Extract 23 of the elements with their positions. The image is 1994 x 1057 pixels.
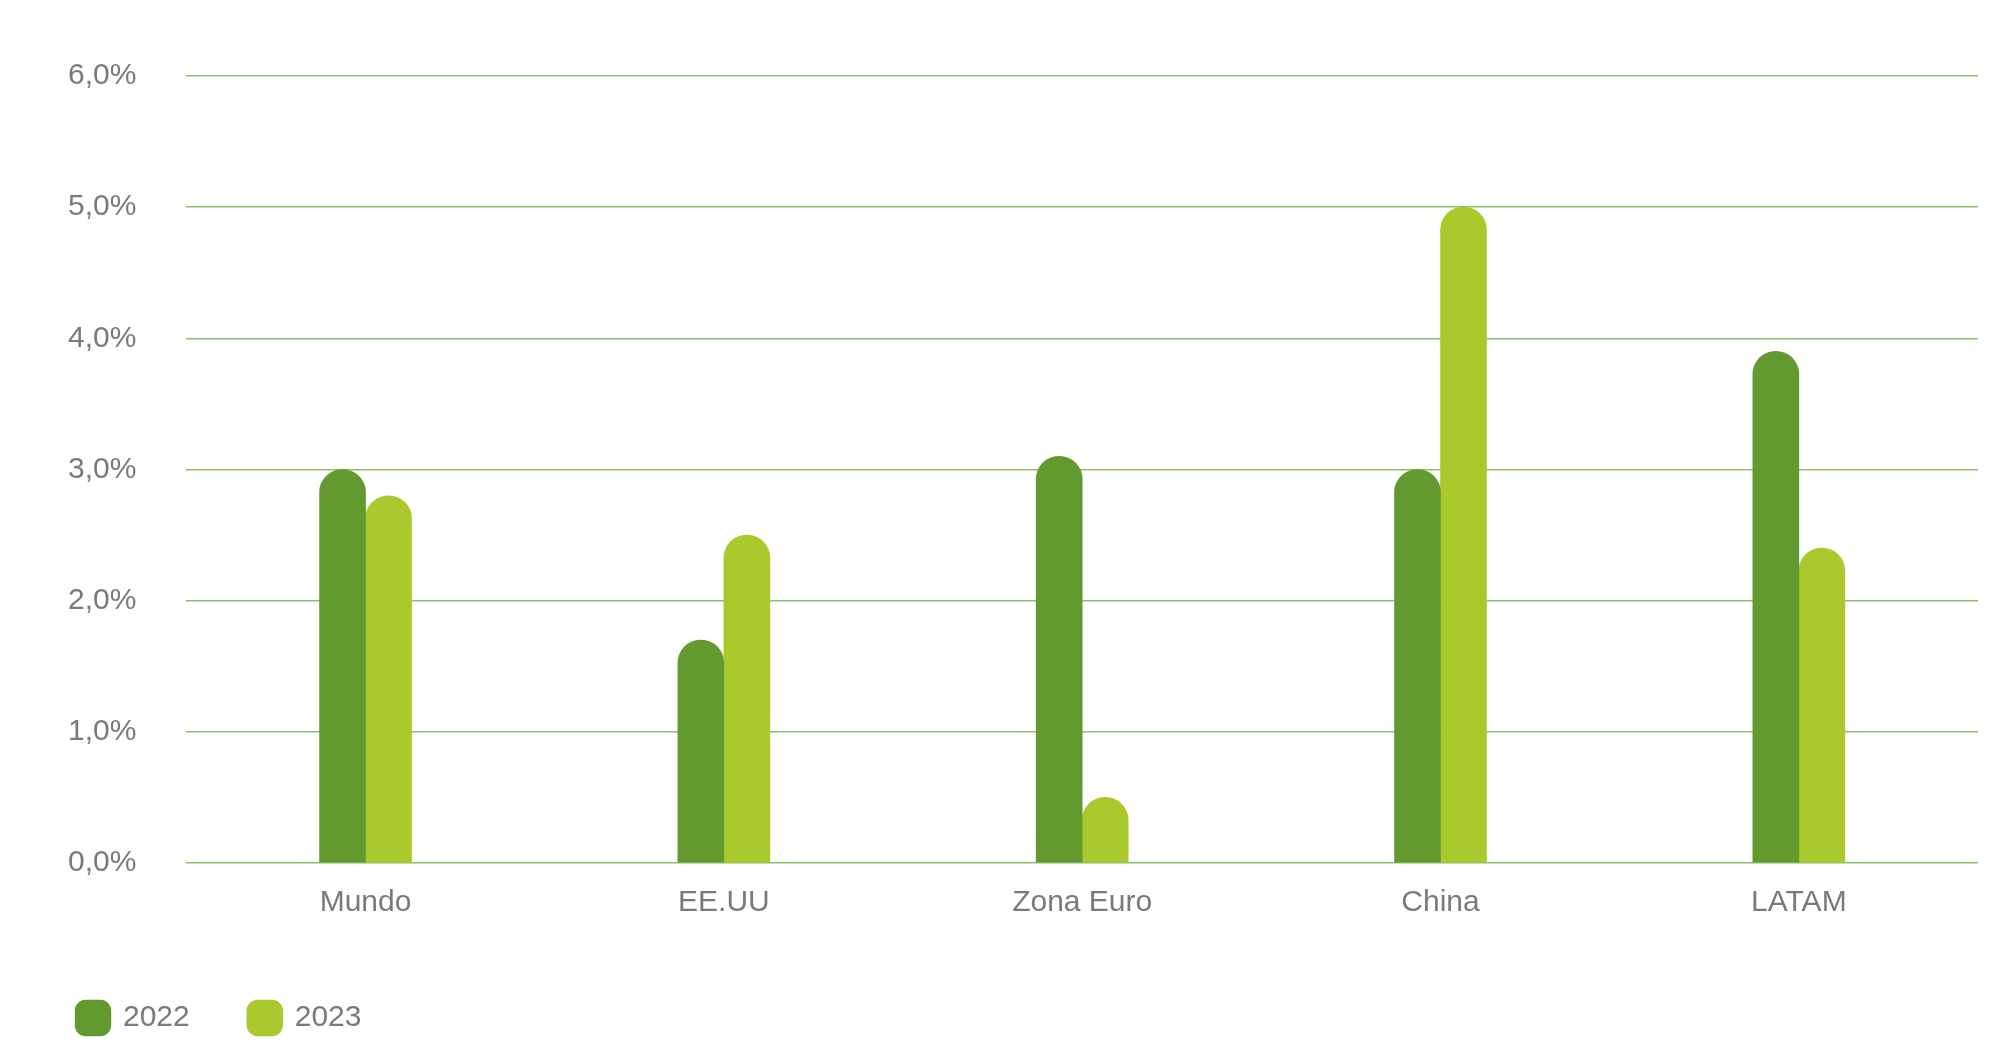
bar [1440,206,1487,863]
bar [1798,547,1846,863]
y-tick-label: 2,0% [67,581,137,615]
bar [677,639,725,863]
y-tick-label: 6,0% [67,57,137,91]
y-tick-label: 1,0% [67,713,137,747]
x-tick-label: Zona Euro [1012,884,1153,918]
bar [365,495,412,863]
legend-label: 2023 [294,999,362,1033]
legend-label: 2022 [123,999,190,1033]
bar [1035,456,1083,863]
bar [723,534,771,863]
x-tick-label: China [1401,884,1481,918]
y-tick-label: 5,0% [67,188,137,222]
y-tick-label: 3,0% [67,450,137,484]
x-tick-label: LATAM [1751,884,1847,918]
bar [1394,469,1441,863]
y-tick-label: 4,0% [67,319,137,353]
x-tick-label: Mundo [319,884,412,918]
bar [319,469,366,863]
x-tick-label: EE.UU [678,884,770,918]
y-tick-label: 0,0% [67,844,137,878]
bar [1752,351,1800,863]
